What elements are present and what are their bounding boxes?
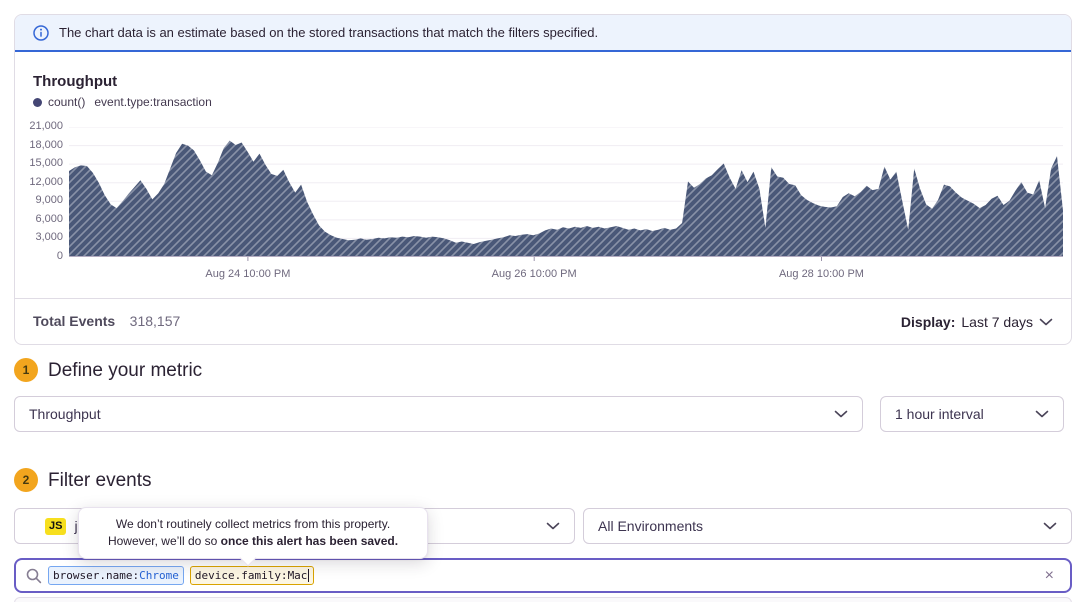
step-1-heading: Define your metric bbox=[48, 360, 203, 381]
step-2-badge: 2 bbox=[14, 468, 38, 492]
project-select-value: j bbox=[74, 518, 78, 534]
y-axis-labels: 0 3,000 6,000 9,000 12,000 15,000 18,000 21,000 bbox=[29, 120, 63, 262]
text-cursor bbox=[308, 569, 310, 582]
clear-search-icon[interactable]: × bbox=[1044, 566, 1054, 584]
filter-token-device-family[interactable]: device.family: Mac bbox=[189, 566, 315, 585]
interval-select-value: 1 hour interval bbox=[895, 406, 984, 422]
total-events-label: Total Events bbox=[33, 312, 116, 329]
next-panel-edge bbox=[14, 597, 1072, 602]
chart-footer: Total Events 318,157 Display: Last 7 day… bbox=[15, 298, 1071, 344]
total-events: Total Events 318,157 bbox=[33, 313, 180, 331]
total-events-value: 318,157 bbox=[129, 312, 181, 329]
metric-warning-tooltip: We don’t routinely collect metrics from … bbox=[78, 507, 428, 567]
display-value: Last 7 days bbox=[961, 313, 1033, 330]
step-2-number: 2 bbox=[22, 473, 30, 487]
tooltip-line-2: However, we’ll do so once this alert has… bbox=[107, 534, 399, 548]
chart-panel: The chart data is an estimate based on t… bbox=[14, 14, 1072, 345]
x-axis-labels: Aug 24 10:00 PM Aug 26 10:00 PM Aug 28 10:… bbox=[205, 268, 864, 280]
environment-select-value: All Environments bbox=[598, 518, 704, 534]
filter-token-browser-name[interactable]: browser.name: Chrome bbox=[48, 566, 184, 585]
search-query-input[interactable]: browser.name: Chrome device.family: Mac × bbox=[14, 558, 1072, 593]
chevron-down-icon bbox=[546, 522, 560, 530]
legend-query: event.type:transaction bbox=[94, 95, 212, 109]
chart-legend: count() event.type:transaction bbox=[33, 95, 212, 109]
step-2-heading: Filter events bbox=[48, 470, 152, 491]
banner-text: The chart data is an estimate based on t… bbox=[59, 25, 599, 40]
interval-select[interactable]: 1 hour interval bbox=[880, 396, 1064, 432]
display-range-dropdown[interactable]: Display: Last 7 days bbox=[901, 314, 1053, 330]
legend-metric: count() bbox=[48, 95, 86, 109]
chevron-down-icon bbox=[1035, 410, 1049, 418]
metric-select[interactable]: Throughput bbox=[14, 396, 863, 432]
display-label: Display: bbox=[900, 313, 956, 330]
throughput-chart bbox=[69, 127, 1063, 261]
area-series bbox=[69, 140, 1063, 257]
search-icon bbox=[26, 568, 42, 583]
chart-title: Throughput bbox=[33, 73, 118, 90]
info-icon bbox=[33, 24, 49, 41]
step-1-badge: 1 bbox=[14, 358, 38, 382]
x-axis bbox=[69, 256, 1063, 261]
step-1-number: 1 bbox=[22, 363, 30, 377]
chevron-down-icon bbox=[1043, 522, 1057, 530]
environment-select[interactable]: All Environments bbox=[583, 508, 1072, 544]
chevron-down-icon bbox=[834, 410, 848, 418]
info-banner: The chart data is an estimate based on t… bbox=[15, 15, 1071, 52]
metric-select-value: Throughput bbox=[29, 406, 101, 422]
javascript-platform-icon: JS bbox=[45, 517, 67, 535]
tooltip-line-1: We don’t routinely collect metrics from … bbox=[115, 517, 391, 531]
legend-dot-icon bbox=[33, 97, 42, 107]
chevron-down-icon bbox=[1039, 318, 1053, 325]
